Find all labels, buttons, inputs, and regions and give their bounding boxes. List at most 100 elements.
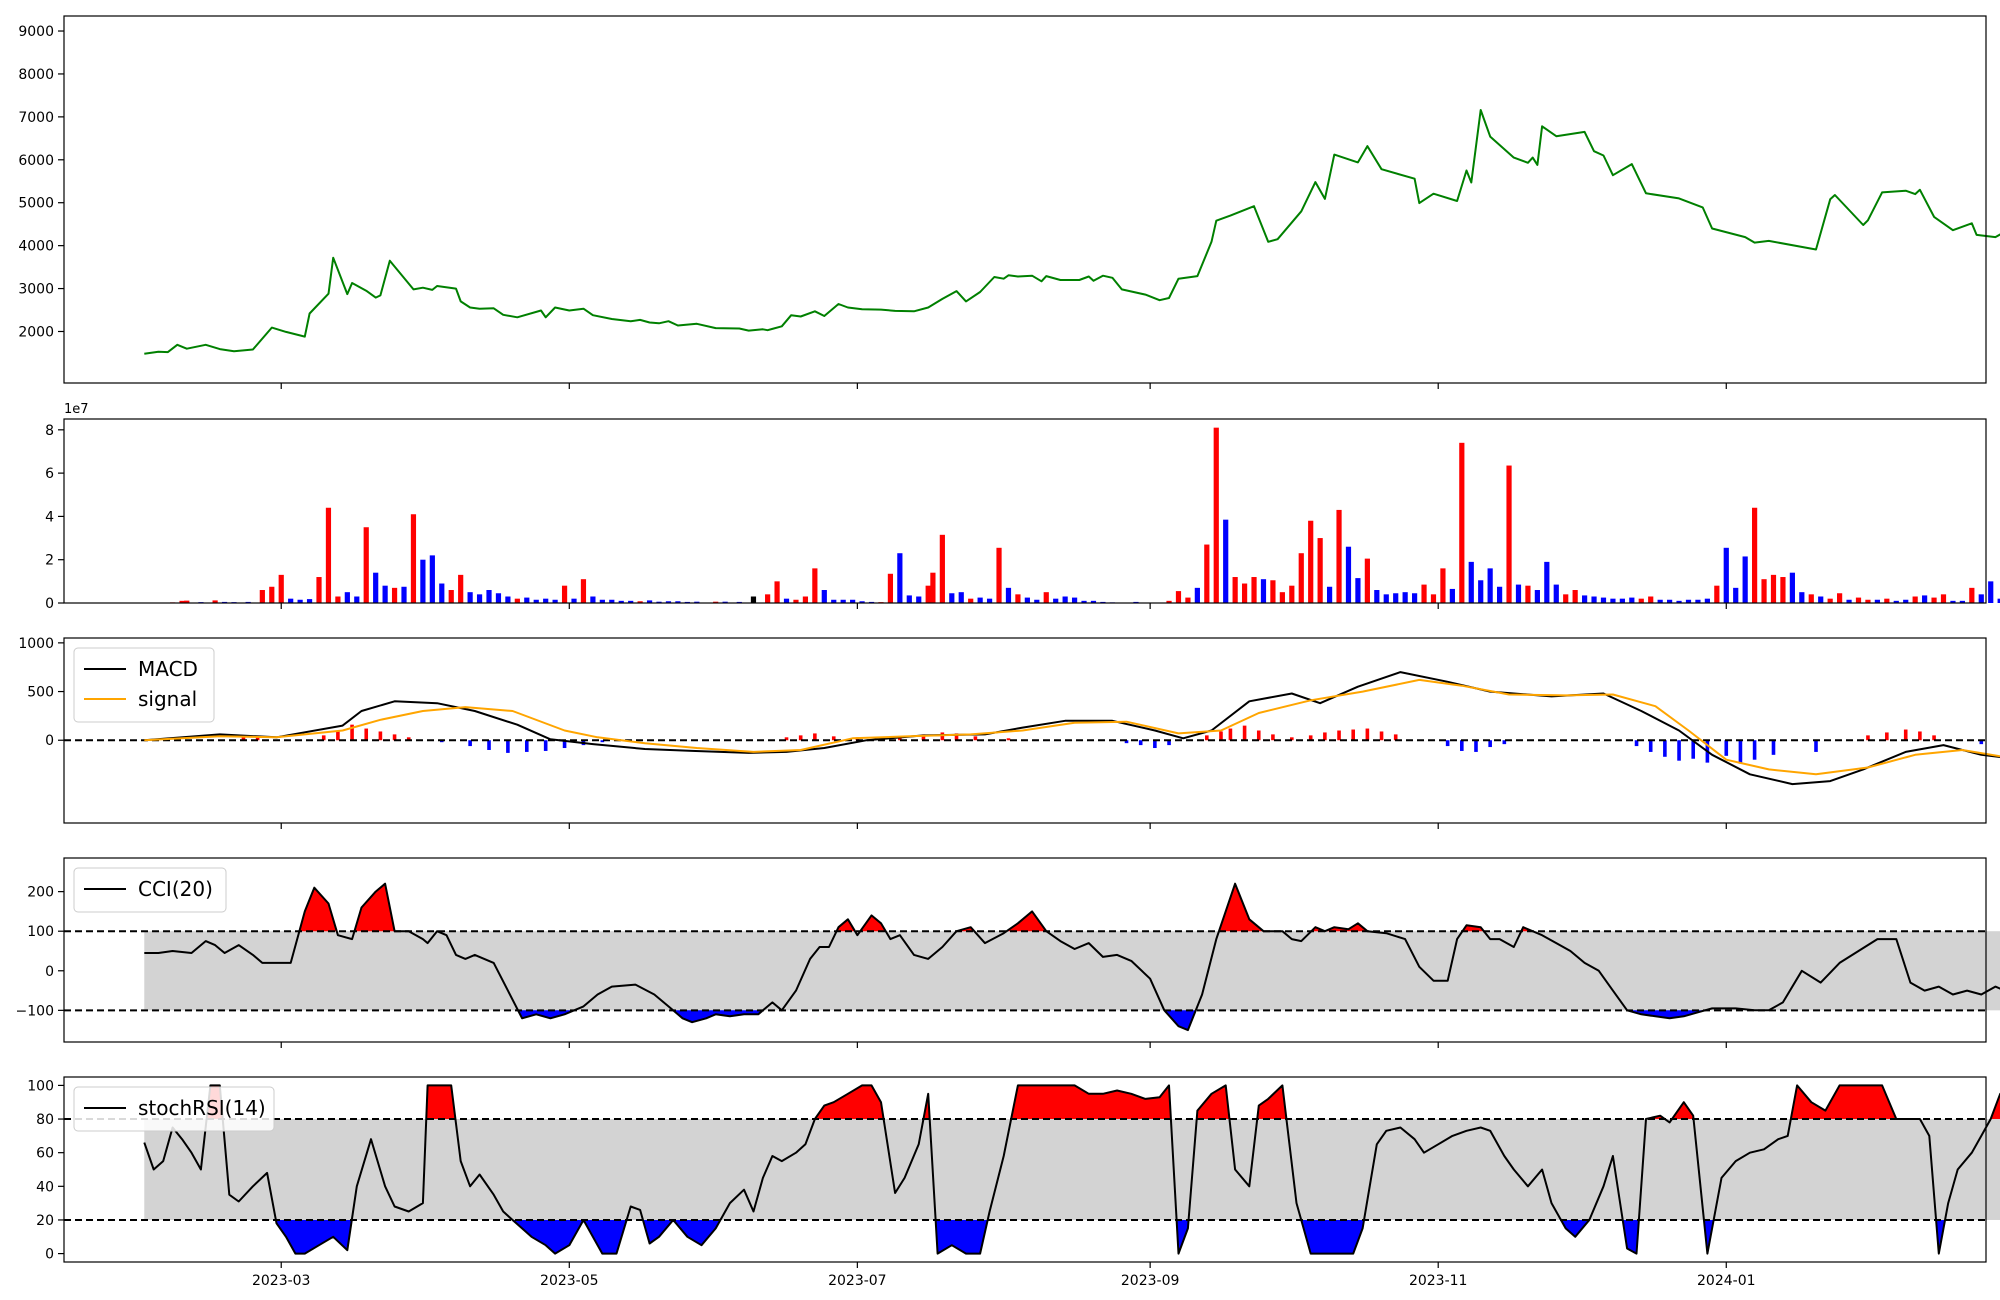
volume-bar: [1770, 574, 1777, 603]
volume-bar: [722, 601, 728, 603]
legend-label: stochRSI(14): [138, 1096, 266, 1120]
volume-bar: [269, 586, 275, 603]
axes-frame: [63, 637, 1987, 824]
histogram-bar: [1752, 740, 1757, 760]
neutral-band: [144, 1119, 2000, 1220]
histogram-bar: [1219, 731, 1223, 741]
volume-bar: [391, 587, 398, 603]
histogram-bar: [1205, 735, 1209, 741]
volume-bar: [1714, 585, 1720, 603]
volume-bar: [1903, 599, 1909, 603]
volume-bar: [1298, 553, 1304, 603]
overbought-fill: [814, 1085, 884, 1119]
volume-bar: [1213, 427, 1219, 603]
y-tick-label: 4000: [18, 239, 54, 255]
volume-panel: 0 2 4 6 8 1e7: [45, 402, 2000, 612]
histogram-bar: [1256, 730, 1261, 741]
y-tick-label: 2000: [18, 324, 54, 340]
volume-bar: [1657, 599, 1663, 603]
volume-bar: [1393, 593, 1399, 603]
oversold-fill: [673, 1010, 763, 1023]
axes-frame: [63, 418, 1987, 604]
y-tick-label: 5000: [18, 196, 54, 212]
volume-bar: [1241, 583, 1248, 603]
oversold-fill: [643, 1220, 674, 1244]
histogram-bar: [1677, 740, 1681, 761]
volume-bar: [533, 599, 539, 603]
overbought-fill: [1324, 923, 1368, 932]
volume-bar: [1544, 561, 1550, 603]
volume-bar: [439, 583, 445, 603]
volume-bar: [1430, 594, 1437, 603]
y-tick-label: 100: [27, 1078, 54, 1094]
volume-bar: [1789, 572, 1795, 603]
y-tick-label: 80: [36, 1112, 54, 1128]
y-tick-label: 20: [36, 1213, 54, 1229]
histogram-bar: [921, 734, 926, 741]
volume-bar: [1308, 520, 1314, 603]
volume-bar: [1270, 580, 1276, 603]
volume-bar: [1232, 577, 1238, 603]
volume-bar: [821, 590, 827, 603]
volume-bar: [1855, 597, 1862, 603]
legend-label: signal: [138, 687, 197, 711]
price-line: [144, 109, 2000, 355]
volume-bar: [1742, 556, 1748, 603]
volume-bar: [1053, 598, 1059, 603]
volume-bar: [1090, 600, 1097, 603]
volume-bar: [949, 593, 955, 603]
cci-panel: −100 0 100 200 CCI(20): [16, 857, 2000, 1048]
volume-bar: [1005, 587, 1012, 603]
histogram-bar: [241, 736, 246, 741]
histogram-bar: [1903, 729, 1908, 741]
volume-bar: [1893, 600, 1899, 603]
volume-bar: [1695, 599, 1701, 603]
volume-bar: [1525, 585, 1531, 603]
volume-bar: [897, 553, 903, 603]
volume-bar: [1988, 581, 1994, 603]
legend-box: [73, 867, 227, 913]
x-tick-label: 2024-01: [1697, 1273, 1756, 1289]
volume-bar: [1175, 591, 1182, 603]
legend: stochRSI(14): [73, 1086, 275, 1132]
y-tick-label: 8: [45, 423, 54, 439]
volume-bar: [1223, 519, 1229, 603]
volume-bar: [859, 601, 865, 603]
volume-bar: [571, 598, 577, 603]
volume-bar: [1922, 595, 1928, 603]
x-tick-label: 2023-11: [1409, 1273, 1468, 1289]
overbought-fill: [1790, 1085, 1897, 1119]
histogram-bar: [600, 740, 605, 743]
volume-bar: [1449, 588, 1455, 603]
volume-bar: [495, 593, 502, 603]
legend-box: [73, 1086, 275, 1132]
histogram-bar: [1474, 740, 1478, 752]
overbought-fill: [1672, 1102, 1694, 1119]
histogram-bar: [406, 737, 411, 741]
volume-bar: [977, 597, 983, 603]
volume-bar: [887, 573, 894, 603]
volume-bar: [1166, 600, 1172, 603]
histogram-bar: [1814, 740, 1818, 752]
histogram-bar: [1351, 729, 1356, 741]
histogram-bar: [350, 724, 354, 741]
histogram-bar: [954, 733, 959, 741]
volume-bar: [986, 598, 993, 603]
volume-bar: [316, 577, 322, 603]
volume-bar: [1383, 594, 1389, 603]
volume-bar: [1865, 599, 1871, 603]
y-tick-label: 8000: [18, 67, 54, 83]
volume-bar: [783, 598, 790, 603]
x-tick-label: 2023-03: [252, 1273, 311, 1289]
volume-bar: [1780, 577, 1786, 603]
volume-bar: [429, 555, 435, 603]
volume-bar: [694, 601, 700, 603]
volume-bar: [1289, 585, 1295, 603]
volume-bar: [1506, 465, 1512, 603]
histogram-bar: [1502, 740, 1507, 745]
oversold-fill: [275, 1220, 352, 1254]
volume-bar: [939, 534, 945, 603]
volume-bar: [1610, 598, 1616, 603]
volume-bar: [1364, 558, 1370, 603]
volume-bar: [1563, 594, 1569, 603]
